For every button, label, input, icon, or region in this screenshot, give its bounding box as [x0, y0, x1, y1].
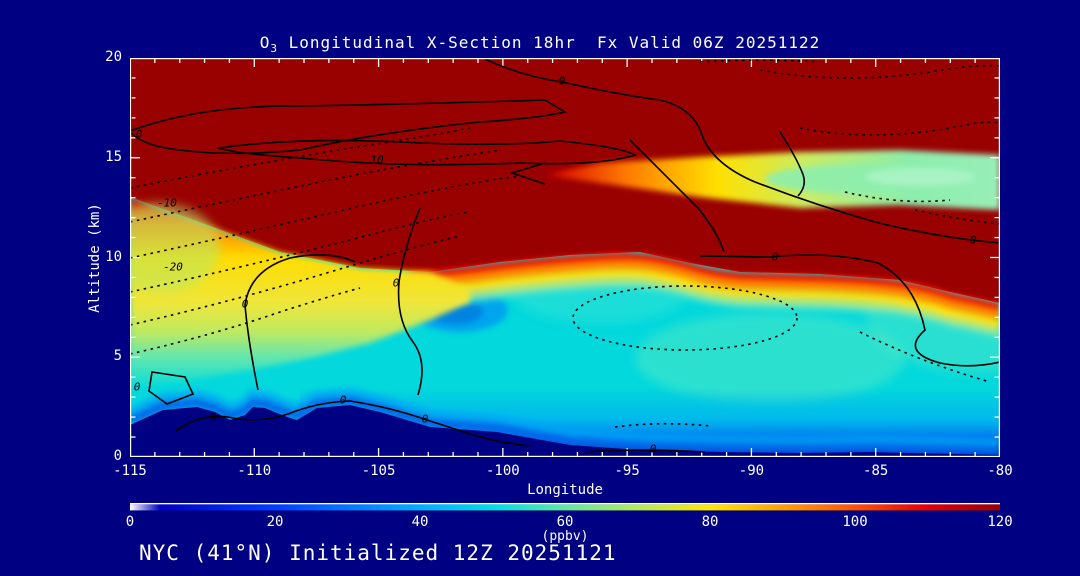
- title-species-subscript: 3: [270, 42, 278, 56]
- contour-value-label: 0: [969, 233, 977, 247]
- colorbar-top-line: [130, 503, 1000, 505]
- x-tick-label: -85: [863, 463, 889, 479]
- colorbar-tick-label: 0: [125, 514, 135, 530]
- colorbar-tick-label: 80: [701, 514, 719, 530]
- y-tick-label: 20: [105, 49, 122, 65]
- contour-value-label: 0: [339, 393, 347, 407]
- plot-frame: [130, 58, 1000, 457]
- colorbar-gradient: [130, 504, 1000, 511]
- contour-value-label: 0: [558, 74, 566, 88]
- contour-value-label: 0: [421, 412, 429, 426]
- contour-value-label: 0: [209, 410, 217, 424]
- colorbar-tick-label: 120: [987, 514, 1013, 530]
- contour-value-label: 0: [771, 250, 779, 264]
- contour-value-label: 10: [370, 153, 384, 167]
- x-axis-label: Longitude: [527, 482, 603, 498]
- y-tick-label: 5: [113, 348, 122, 365]
- contour-value-label: 0: [649, 442, 657, 456]
- y-tick-label: 15: [105, 148, 122, 165]
- stratosphere-fill: [130, 58, 1000, 303]
- x-tick-label: -95: [614, 463, 640, 479]
- colorbar-tick-label: 100: [842, 514, 868, 530]
- colorbar-tick-label: 20: [266, 514, 284, 530]
- y-tick-label: 0: [113, 448, 122, 464]
- contour-value-label: 0: [133, 380, 141, 394]
- east-intrusion-wedge: [545, 150, 1000, 210]
- colorbar-unit: (ppbv): [541, 529, 589, 544]
- contour-value-label: -10: [157, 196, 177, 210]
- x-tick-label: -90: [738, 463, 765, 479]
- axis-ticks: [130, 58, 1000, 457]
- x-tick-label: -115: [113, 463, 147, 479]
- contour-value-label: 0: [135, 127, 143, 141]
- x-tick-label: -80: [987, 463, 1013, 479]
- colorbar: [130, 503, 1000, 511]
- ozone-cross-section-plot: [130, 58, 1000, 457]
- y-tick-label: 10: [105, 248, 122, 265]
- plot-title: O3 Longitudinal X-Section 18hr Fx Valid …: [0, 33, 1080, 55]
- station-init-text: NYC (41°N) Initialized 12Z 20251121: [139, 541, 617, 565]
- tropopause-transition-band: [409, 252, 1000, 340]
- title-text: Longitudinal X-Section 18hr Fx Valid 06Z…: [277, 33, 821, 52]
- contour-value-label: -20: [163, 260, 183, 274]
- contour-lines-dotted: [130, 59, 1000, 428]
- west-green-pocket: [130, 203, 220, 293]
- contour-value-label: 0: [392, 276, 400, 290]
- colorbar-tick-label: 40: [411, 514, 429, 530]
- contour-value-label: 0: [241, 297, 249, 311]
- colorbar-tick-label: 60: [556, 514, 574, 530]
- contour-lines-solid: [130, 58, 1000, 453]
- x-tick-label: -100: [485, 463, 520, 479]
- x-tick-label: -105: [361, 463, 396, 479]
- x-tick-label: -110: [237, 463, 272, 479]
- near-surface-blue-bands: [130, 387, 1000, 456]
- title-species: O: [259, 33, 271, 52]
- terrain-silhouette: [130, 405, 1000, 457]
